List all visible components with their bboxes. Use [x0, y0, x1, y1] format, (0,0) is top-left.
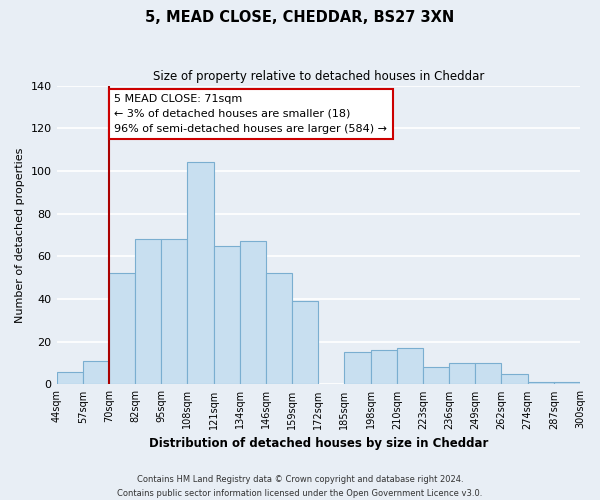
Bar [475, 363, 502, 384]
Bar [109, 274, 135, 384]
Bar [449, 363, 475, 384]
Bar [423, 368, 449, 384]
Text: 5 MEAD CLOSE: 71sqm
← 3% of detached houses are smaller (18)
96% of semi-detache: 5 MEAD CLOSE: 71sqm ← 3% of detached hou… [114, 94, 387, 134]
Bar [502, 374, 527, 384]
Text: 5, MEAD CLOSE, CHEDDAR, BS27 3XN: 5, MEAD CLOSE, CHEDDAR, BS27 3XN [145, 10, 455, 25]
Bar [187, 162, 214, 384]
Bar [135, 240, 161, 384]
Bar [397, 348, 423, 385]
Bar [554, 382, 580, 384]
X-axis label: Distribution of detached houses by size in Cheddar: Distribution of detached houses by size … [149, 437, 488, 450]
Title: Size of property relative to detached houses in Cheddar: Size of property relative to detached ho… [152, 70, 484, 83]
Bar [371, 350, 397, 384]
Bar [266, 274, 292, 384]
Bar [240, 242, 266, 384]
Bar [292, 301, 318, 384]
Bar [56, 372, 83, 384]
Y-axis label: Number of detached properties: Number of detached properties [15, 148, 25, 322]
Bar [161, 240, 187, 384]
Bar [83, 361, 109, 384]
Bar [344, 352, 371, 384]
Text: Contains HM Land Registry data © Crown copyright and database right 2024.
Contai: Contains HM Land Registry data © Crown c… [118, 476, 482, 498]
Bar [527, 382, 554, 384]
Bar [214, 246, 240, 384]
